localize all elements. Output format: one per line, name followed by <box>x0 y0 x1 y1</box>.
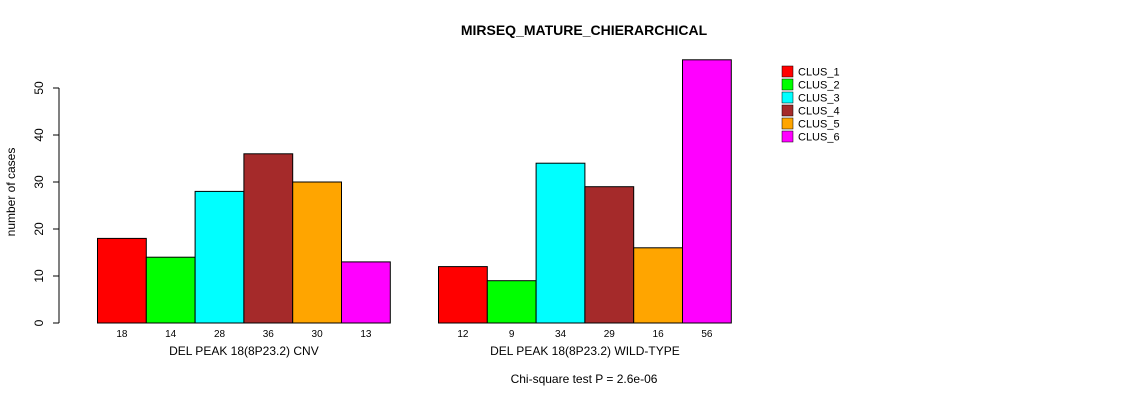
bar-value-label: 9 <box>509 329 515 340</box>
legend-swatch <box>781 65 794 78</box>
legend-label: CLUS_4 <box>798 106 840 118</box>
bar-value-label: 29 <box>604 329 616 340</box>
bar-clus-4 <box>243 153 294 324</box>
chart-title: MIRSEQ_MATURE_CHIERARCHICAL <box>461 22 708 38</box>
y-axis-label: number of cases <box>4 148 18 237</box>
bar-value-label: 16 <box>653 329 665 340</box>
bar-value-label: 18 <box>116 329 128 340</box>
legend-label: CLUS_1 <box>798 67 840 79</box>
bar-value-label: 13 <box>360 329 372 340</box>
bar-value-label: 34 <box>555 329 567 340</box>
group-label: DEL PEAK 18(8P23.2) WILD-TYPE <box>490 344 680 358</box>
bar-clus-4 <box>584 186 635 324</box>
bar-value-label: 12 <box>457 329 469 340</box>
legend-label: CLUS_5 <box>798 119 840 131</box>
bar-clus-3 <box>194 190 245 324</box>
y-axis: 0 10 20 30 40 50 <box>32 81 60 326</box>
y-tick-label: 20 <box>32 222 46 236</box>
bar-clus-6 <box>341 261 391 324</box>
legend-swatch <box>781 78 794 91</box>
y-tick-label: 0 <box>32 319 46 326</box>
bar-clus-2 <box>145 256 196 324</box>
legend-label: CLUS_3 <box>798 93 840 105</box>
bar-clus-5 <box>292 181 343 324</box>
group-label: DEL PEAK 18(8P23.2) CNV <box>169 344 319 358</box>
legend-swatch <box>781 117 794 130</box>
bar-value-label: 30 <box>312 329 324 340</box>
legend-label: CLUS_2 <box>798 80 840 92</box>
chi-square-footnote: Chi-square test P = 2.6e-06 <box>511 372 658 386</box>
legend-label: CLUS_6 <box>798 132 840 144</box>
bar-clus-6 <box>682 59 732 324</box>
y-tick-label: 30 <box>32 175 46 189</box>
bar-clus-2 <box>486 280 537 324</box>
bar-value-labels: 18 14 28 36 30 13 12 9 34 29 16 56 <box>116 329 713 340</box>
y-tick-label: 10 <box>32 269 46 283</box>
bar-clus-1 <box>97 237 147 324</box>
legend-swatch <box>781 91 794 104</box>
bar-clus-5 <box>633 247 684 324</box>
bar-value-label: 56 <box>701 329 713 340</box>
bar-value-label: 28 <box>214 329 226 340</box>
bar-value-label: 36 <box>263 329 275 340</box>
bars <box>97 59 732 324</box>
legend-swatch <box>781 130 794 143</box>
legend-swatch <box>781 104 794 117</box>
bar-clus-3 <box>535 162 586 324</box>
y-tick-label: 40 <box>32 128 46 142</box>
y-tick-label: 50 <box>32 81 46 95</box>
group-labels: DEL PEAK 18(8P23.2) CNV DEL PEAK 18(8P23.… <box>169 344 680 358</box>
bar-value-label: 14 <box>165 329 177 340</box>
bar-clus-1 <box>438 266 488 324</box>
